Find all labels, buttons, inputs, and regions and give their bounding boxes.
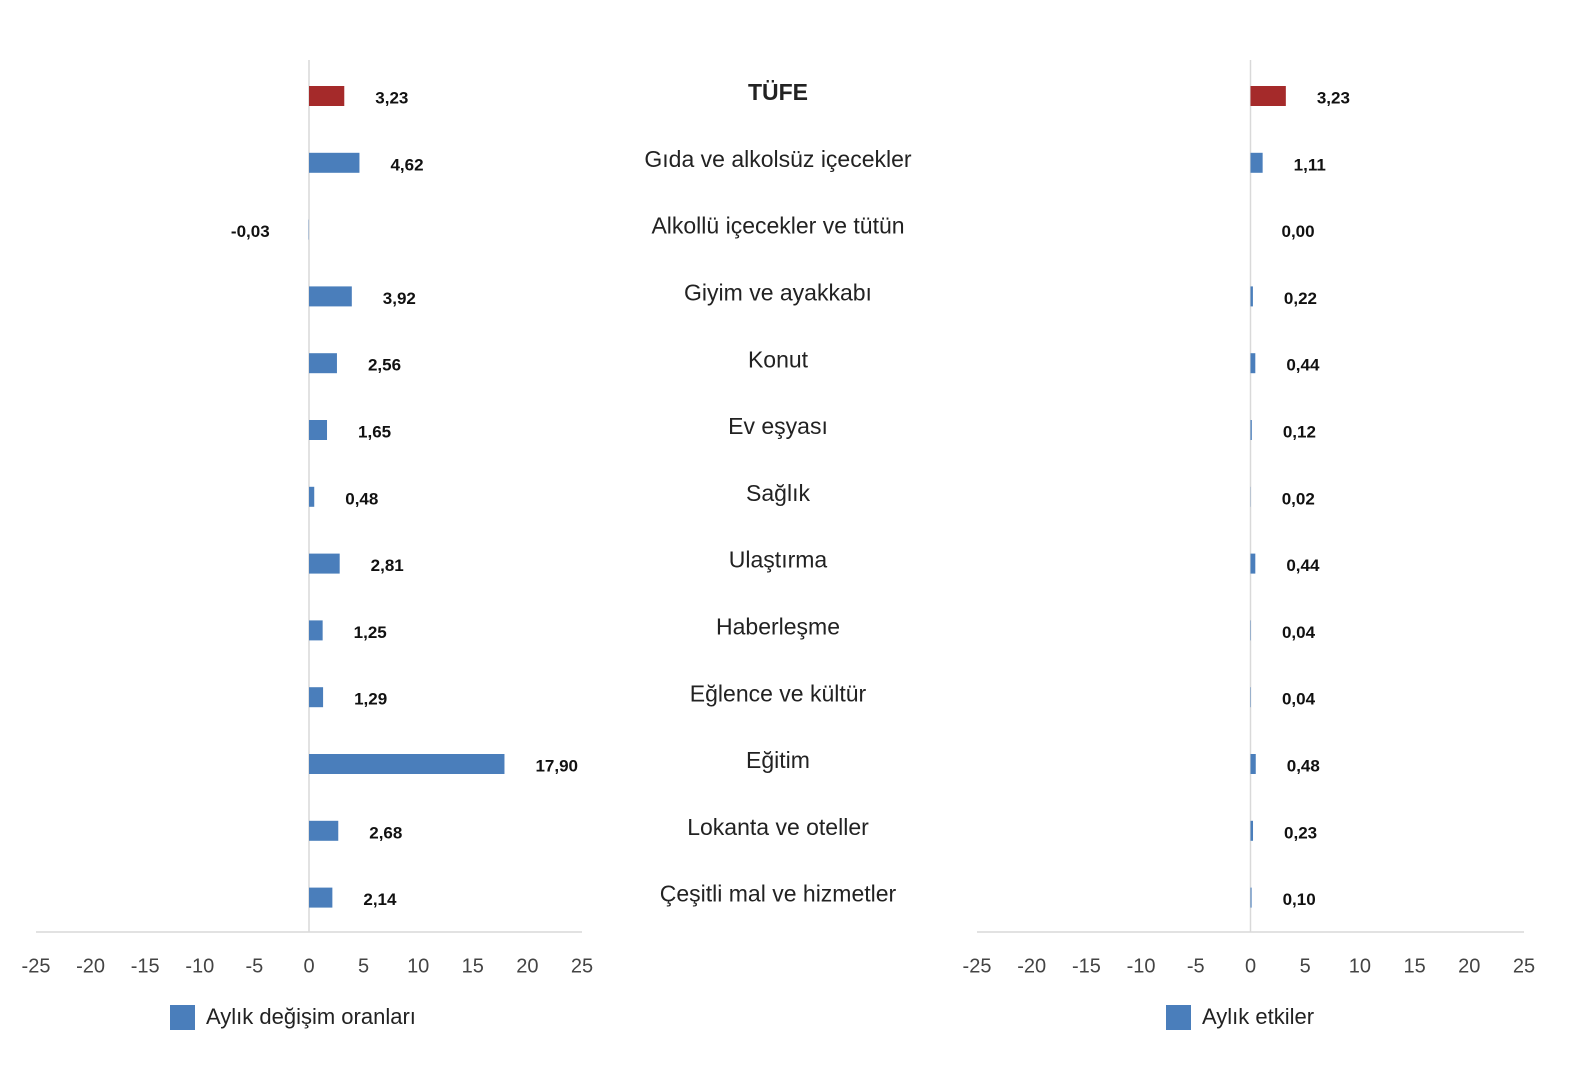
value-label: 0,04: [1282, 623, 1316, 642]
value-label: 4,62: [390, 155, 423, 174]
bar: [309, 687, 324, 708]
value-label: 2,56: [368, 356, 401, 375]
category-label: Lokanta ve oteller: [687, 814, 869, 840]
value-label: -0,03: [231, 222, 270, 241]
x-tick-label: 0: [303, 955, 314, 977]
category-label: Alkollü içecekler ve tütün: [651, 213, 904, 239]
category-label: Gıda ve alkolsüz içecekler: [644, 146, 912, 172]
value-label: 2,68: [369, 823, 402, 842]
bar: [309, 286, 352, 307]
x-tick-label: -5: [246, 955, 264, 977]
x-tick-label: 10: [407, 955, 429, 977]
category-label: TÜFE: [748, 79, 808, 105]
category-label: Sağlık: [746, 480, 810, 506]
bar: [1250, 86, 1286, 106]
bar: [1250, 353, 1256, 374]
value-label: 0,44: [1286, 356, 1320, 375]
bar: [1250, 887, 1252, 908]
bar: [1250, 420, 1252, 440]
value-label: 3,23: [1317, 88, 1350, 107]
bar: [1250, 286, 1253, 307]
value-label: 0,23: [1284, 823, 1317, 842]
x-tick-label: 20: [516, 955, 538, 977]
x-tick-label: -25: [963, 955, 992, 977]
category-label: Çeşitli mal ve hizmetler: [660, 881, 897, 907]
bar: [309, 820, 339, 841]
category-label: Ev eşyası: [728, 413, 828, 439]
x-tick-label: -25: [22, 955, 51, 977]
category-label: Eğitim: [746, 747, 810, 773]
x-tick-label: 15: [462, 955, 484, 977]
bar: [1250, 553, 1256, 574]
x-tick-label: -20: [76, 955, 105, 977]
bar: [309, 553, 340, 574]
value-label: 0,02: [1282, 489, 1315, 508]
x-tick-label: -10: [1127, 955, 1156, 977]
x-tick-label: -10: [185, 955, 214, 977]
value-label: 1,25: [354, 623, 387, 642]
bar: [309, 887, 333, 908]
bar: [309, 420, 328, 440]
value-label: 2,81: [371, 556, 404, 575]
legend-swatch: [170, 1005, 195, 1030]
value-label: 0,04: [1282, 690, 1316, 709]
bar: [309, 86, 345, 106]
value-label: 0,48: [345, 489, 378, 508]
bar: [309, 152, 360, 173]
x-tick-label: -5: [1187, 955, 1205, 977]
x-tick-label: 20: [1458, 955, 1480, 977]
x-tick-label: 15: [1403, 955, 1425, 977]
value-label: 1,11: [1294, 155, 1326, 174]
category-label: Ulaştırma: [729, 547, 828, 573]
value-label: 0,22: [1284, 289, 1317, 308]
bar: [309, 620, 323, 641]
bar: [309, 486, 315, 507]
x-tick-label: -15: [1072, 955, 1101, 977]
bar: [309, 353, 337, 374]
bar: [1250, 152, 1263, 173]
x-tick-label: 10: [1349, 955, 1371, 977]
x-tick-label: 5: [358, 955, 369, 977]
category-label: Eğlence ve kültür: [690, 680, 867, 706]
value-label: 1,29: [354, 690, 387, 709]
legend-label: Aylık değişim oranları: [206, 1004, 416, 1029]
bar: [1250, 820, 1254, 841]
category-label: Haberleşme: [716, 613, 840, 639]
value-label: 3,23: [375, 88, 408, 107]
value-label: 0,12: [1283, 422, 1316, 441]
x-tick-label: 0: [1245, 955, 1256, 977]
category-label: Konut: [748, 346, 809, 372]
value-label: 0,44: [1286, 556, 1320, 575]
x-tick-label: -20: [1017, 955, 1046, 977]
bar: [1250, 754, 1256, 774]
legend-label: Aylık etkiler: [1202, 1004, 1314, 1029]
value-label: 0,10: [1283, 890, 1316, 909]
value-label: 3,92: [383, 289, 416, 308]
bar: [309, 754, 505, 774]
value-label: 17,90: [535, 756, 578, 775]
x-tick-label: 25: [571, 955, 593, 977]
x-tick-label: 25: [1513, 955, 1535, 977]
x-tick-label: 5: [1300, 955, 1311, 977]
value-label: 0,00: [1282, 222, 1315, 241]
x-tick-label: -15: [131, 955, 160, 977]
value-label: 0,48: [1287, 756, 1320, 775]
value-label: 2,14: [363, 890, 397, 909]
category-label: Giyim ve ayakkabı: [684, 279, 872, 305]
value-label: 1,65: [358, 422, 391, 441]
legend-swatch: [1166, 1005, 1191, 1030]
